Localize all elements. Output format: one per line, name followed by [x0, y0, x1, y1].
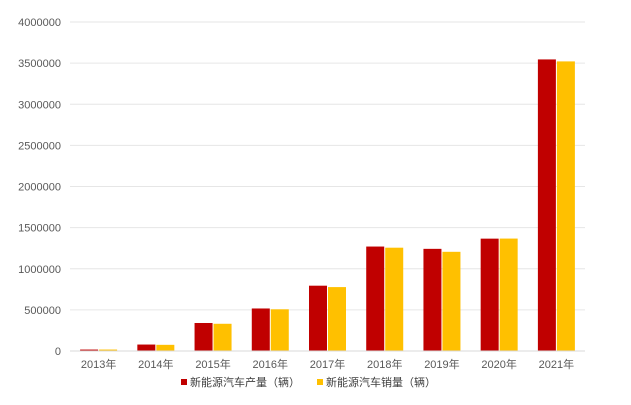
y-tick-label: 0 [55, 346, 61, 358]
x-tick-label: 2013年 [81, 357, 116, 371]
bar-sales [442, 251, 461, 351]
y-tick-label: 1000000 [18, 264, 61, 276]
y-axis-tick-labels: 0 500000 1000000 1500000 2000000 2500000 30000… [18, 17, 61, 358]
y-tick-label: 1500000 [18, 223, 61, 235]
x-tick-label: 2016年 [253, 357, 288, 371]
bar-sales [556, 61, 575, 351]
bar-production [251, 308, 270, 351]
legend-label: 新能源汽车销量（辆） [326, 375, 436, 389]
y-tick-label: 500000 [24, 305, 61, 317]
legend-label: 新能源汽车产量（辆） [190, 375, 300, 389]
bar-sales [328, 287, 346, 351]
x-tick-label: 2017年 [310, 357, 345, 371]
y-tick-label: 2000000 [18, 182, 61, 194]
y-tick-label: 3000000 [18, 99, 61, 111]
legend-item: 新能源汽车产量（辆） [181, 375, 300, 389]
x-tick-label: 2014年 [138, 357, 173, 371]
bar-production [537, 59, 556, 352]
x-tick-label: 2021年 [539, 357, 574, 371]
bar-production [194, 322, 213, 351]
y-tick-label: 3500000 [18, 58, 61, 70]
bar-production [309, 285, 327, 351]
bar-sales [385, 247, 404, 351]
bar-sales [156, 344, 175, 351]
y-tick-label: 4000000 [18, 17, 61, 29]
x-tick-label: 2018年 [367, 357, 402, 371]
bar-sales [270, 309, 289, 351]
bar-production [137, 344, 156, 351]
bar-sales [99, 349, 118, 351]
x-tick-label: 2020年 [481, 357, 516, 371]
x-tick-label: 2015年 [195, 357, 230, 371]
legend: 新能源汽车产量（辆） 新能源汽车销量（辆） [181, 375, 436, 389]
bar-production [80, 349, 99, 351]
gridlines [70, 21, 585, 311]
bar-sales [499, 238, 518, 351]
bars [80, 59, 575, 352]
x-tick-label: 2019年 [424, 357, 459, 371]
bar-production [423, 248, 442, 351]
y-tick-label: 2500000 [18, 140, 61, 152]
legend-item: 新能源汽车销量（辆） [317, 375, 436, 389]
legend-swatch [181, 379, 187, 385]
x-axis-tick-labels: 2013年 2014年 2015年 2016年 2017年 2018年 2019年 2020年… [81, 357, 574, 371]
bar-production [480, 238, 499, 351]
legend-swatch [317, 379, 323, 385]
bar-sales [213, 323, 232, 351]
bar-production [366, 246, 385, 351]
